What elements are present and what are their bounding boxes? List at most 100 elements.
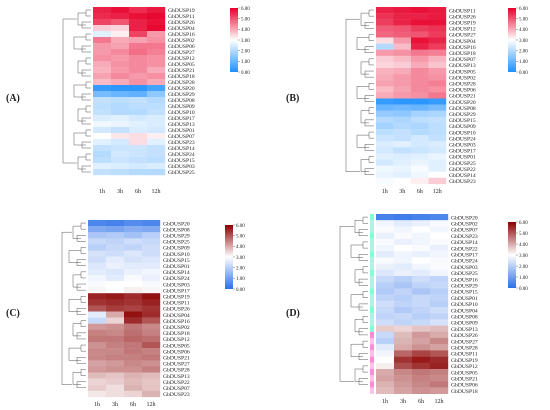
heatmap-cell: [394, 288, 413, 295]
cluster-strip-cell: [370, 263, 374, 270]
heatmap-cell: [124, 244, 143, 251]
heatmap-cell: [430, 226, 449, 233]
heatmap-cell: [411, 92, 429, 99]
heatmap-cell: [393, 122, 412, 130]
dendrogram-branch: [368, 58, 374, 66]
heatmap-cell: [88, 354, 107, 361]
row-label: GbDUSP05: [168, 62, 195, 68]
colorbar-tick-label: 4.00: [519, 28, 528, 33]
row-label: GbDUSP18: [451, 389, 478, 395]
heatmap-cell: [376, 387, 395, 394]
heatmap-cell: [142, 244, 161, 251]
heatmap-cell: [147, 31, 166, 38]
panel-label: (A): [6, 93, 20, 104]
heatmap-cell: [147, 91, 166, 98]
heatmap-cell: [394, 369, 413, 376]
heatmap-cell: [93, 97, 112, 104]
heatmap-cell: [142, 226, 161, 233]
heatmap-cell: [142, 256, 161, 263]
dendrogram-branch: [85, 33, 91, 41]
heatmap-cell: [111, 91, 130, 98]
heatmap-cell: [428, 25, 447, 32]
cluster-strip-cell: [370, 214, 374, 221]
cluster-strip-cell: [370, 313, 374, 320]
row-label: GbDUSP23: [449, 179, 476, 185]
heatmap-cell: [129, 151, 148, 158]
heatmap-cell: [142, 262, 161, 269]
cluster-strip-cell: [370, 375, 374, 382]
heatmap-cell: [93, 91, 112, 98]
heatmap-cell: [376, 276, 395, 283]
heatmap-cell: [106, 274, 125, 282]
column-label: 3h: [399, 189, 405, 195]
row-label: GbDUSP19: [168, 8, 195, 14]
heatmap-cell: [88, 244, 107, 251]
heatmap-cell: [93, 151, 112, 158]
heatmap-cell: [111, 109, 130, 116]
heatmap-cell: [106, 329, 125, 337]
heatmap-cell: [88, 348, 107, 355]
row-label: GbDUSP21: [449, 94, 476, 100]
heatmap-cell: [147, 67, 166, 74]
dendrogram-branch: [362, 241, 368, 249]
dendrogram-branch: [85, 153, 91, 161]
dendrogram-branch: [360, 61, 369, 75]
row-label: GbDUSP19: [163, 294, 190, 300]
heatmap-cell: [129, 37, 148, 44]
heatmap-cell: [394, 319, 413, 326]
dendrogram-branch: [77, 12, 86, 26]
heatmap-cell: [124, 372, 143, 379]
heatmap-cell: [376, 7, 394, 14]
heatmap-cell: [428, 135, 447, 142]
heatmap-panel: GbDUSP19GbDUSP11GbDUSP26GbDUSP04GbDUSP16…: [6, 7, 250, 195]
heatmap-cell: [376, 288, 395, 295]
dendrogram-branch: [85, 81, 91, 89]
heatmap-cell: [106, 287, 125, 294]
heatmap-cell: [93, 73, 112, 80]
heatmap-cell: [124, 238, 143, 245]
heatmap-cell: [147, 13, 166, 20]
row-label: GbDUSP20: [168, 86, 195, 92]
heatmap-cell: [106, 348, 125, 355]
heatmap-cell: [111, 13, 130, 20]
heatmap-cell: [376, 153, 394, 160]
heatmap-cell: [124, 378, 143, 385]
heatmap-cell: [428, 122, 447, 130]
row-label: GbDUSP12: [451, 364, 478, 370]
heatmap-cell: [147, 19, 166, 26]
heatmap-cell: [428, 165, 447, 172]
heatmap-cell: [88, 335, 107, 343]
heatmap-cell: [106, 378, 125, 385]
dendrogram-branch: [354, 219, 363, 233]
heatmap-cell: [147, 55, 166, 62]
panel-label: (B): [286, 93, 299, 104]
row-label: GbDUSP16: [449, 45, 476, 51]
heatmap-cell: [430, 276, 449, 283]
heatmap-cell: [142, 274, 161, 282]
heatmap-cell: [411, 110, 429, 117]
heatmap-cell: [428, 55, 447, 63]
heatmap-cell: [412, 294, 431, 301]
column-label: 3h: [117, 189, 123, 195]
heatmap-cell: [88, 220, 107, 227]
heatmap-cell: [376, 25, 394, 32]
dendrogram-branch: [360, 159, 369, 172]
cluster-strip-cell: [370, 251, 374, 258]
heatmap-cell: [111, 151, 130, 158]
heatmap-cell: [376, 313, 395, 320]
heatmap-cell: [124, 335, 143, 343]
row-label: GbDUSP14: [449, 173, 476, 179]
heatmap-cell: [147, 97, 166, 104]
cluster-strip-cell: [370, 294, 374, 301]
heatmap-cell: [393, 153, 412, 160]
heatmap-cell: [428, 74, 447, 81]
heatmap-cell: [394, 300, 413, 308]
row-label: GbDUSP18: [449, 51, 476, 57]
heatmap-cell: [394, 350, 413, 357]
heatmap-cell: [376, 319, 395, 326]
heatmap-cell: [411, 147, 429, 154]
heatmap-cell: [124, 384, 143, 391]
heatmap-cell: [147, 163, 166, 170]
heatmap-cell: [428, 159, 447, 166]
heatmap-cell: [142, 335, 161, 343]
